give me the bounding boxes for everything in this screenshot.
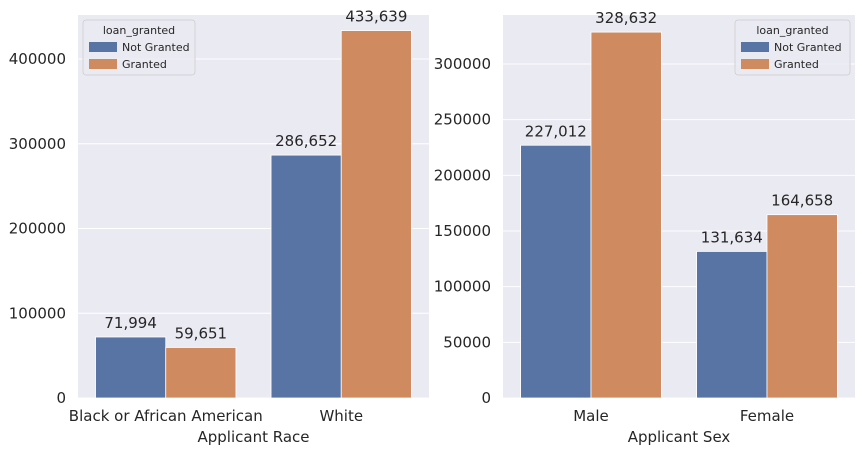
data-label: 131,634 — [701, 228, 763, 246]
data-label: 164,658 — [771, 192, 833, 210]
bar-not-granted — [95, 336, 167, 399]
bar-granted — [340, 30, 412, 399]
legend-entry: Granted — [122, 58, 167, 71]
legend-swatch — [741, 59, 769, 69]
bar-not-granted — [520, 144, 592, 399]
data-label: 71,994 — [104, 314, 157, 332]
y-tick-label: 200000 — [9, 220, 66, 238]
y-tick-label: 100000 — [9, 304, 66, 322]
y-tick-label: 50000 — [443, 333, 491, 351]
legend: loan_granted Not Granted Granted — [82, 19, 196, 76]
bar-not-granted — [696, 251, 768, 399]
y-tick-label: 400000 — [9, 50, 66, 68]
legend-title: loan_granted — [756, 24, 828, 37]
data-label: 59,651 — [175, 324, 228, 342]
data-label: 433,639 — [345, 8, 407, 26]
x-axis-label: Applicant Race — [198, 428, 310, 446]
data-label: 227,012 — [525, 122, 587, 140]
data-label: 328,632 — [595, 9, 657, 27]
bar-granted — [590, 31, 662, 399]
bar-granted — [165, 347, 237, 399]
data-label: 286,652 — [275, 132, 337, 150]
y-tick-label: 150000 — [434, 222, 491, 240]
x-tick-label: Male — [573, 407, 609, 425]
x-tick-label: Female — [740, 407, 794, 425]
legend-title: loan_granted — [103, 24, 175, 37]
chart-panel-2: 0 50000 100000 150000 200000 250000 300000 227,… — [434, 9, 855, 446]
x-tick-label: Black or African American — [69, 407, 263, 425]
y-tick-label: 0 — [56, 389, 66, 407]
legend: loan_granted Not Granted Granted — [734, 19, 851, 76]
y-tick-label: 250000 — [434, 111, 491, 129]
legend-entry: Granted — [774, 58, 819, 71]
bar-not-granted — [270, 154, 342, 399]
bar-granted — [766, 214, 838, 399]
legend-swatch — [89, 42, 117, 52]
y-tick-label: 200000 — [434, 166, 491, 184]
y-tick-label: 100000 — [434, 278, 491, 296]
y-tick-label: 300000 — [9, 135, 66, 153]
legend-swatch — [741, 42, 769, 52]
legend-entry: Not Granted — [122, 41, 190, 54]
y-tick-label: 0 — [481, 389, 491, 407]
x-tick-label: White — [319, 407, 363, 425]
legend-swatch — [89, 59, 117, 69]
y-tick-label: 300000 — [434, 55, 491, 73]
chart-panel-1: 0 100000 200000 300000 400000 71,994 59,651 Bla… — [9, 8, 429, 446]
legend-entry: Not Granted — [774, 41, 842, 54]
x-axis-label: Applicant Sex — [628, 428, 731, 446]
